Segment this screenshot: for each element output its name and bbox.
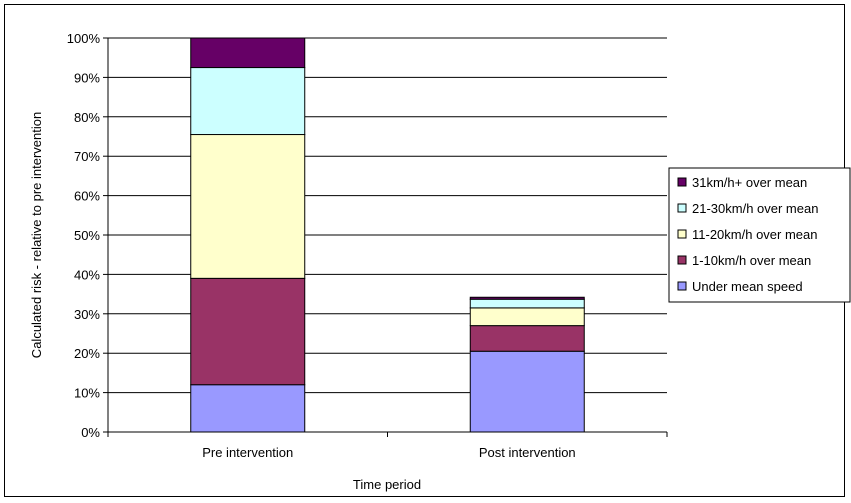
- legend-label: 1-10km/h over mean: [692, 253, 811, 268]
- y-tick-label: 50%: [74, 228, 100, 243]
- y-tick-label: 10%: [74, 386, 100, 401]
- y-tick-label: 80%: [74, 110, 100, 125]
- legend-swatch: [677, 177, 687, 187]
- bar-segment: [469, 307, 585, 327]
- legend-swatch: [677, 255, 687, 265]
- axes: 0% 10% 20% 30% 40% 50% 60% 70% 80% 90% 100% Pre int…: [67, 31, 668, 460]
- x-axis-title: Time period: [353, 477, 421, 492]
- y-tick-label: 40%: [74, 267, 100, 282]
- y-tick-label: 30%: [74, 307, 100, 322]
- bar-segment: [190, 37, 306, 69]
- legend-swatch: [677, 203, 687, 213]
- bar-segment: [190, 384, 306, 433]
- bar-segment: [190, 134, 306, 279]
- legend-swatch: [677, 229, 687, 239]
- bar-segment: [469, 325, 585, 352]
- y-tick-label: 90%: [74, 70, 100, 85]
- legend: 31km/h+ over mean 21-30km/h over mean 11-2…: [668, 167, 851, 303]
- legend-swatch: [677, 281, 687, 291]
- bar-segment: [469, 350, 585, 433]
- x-tick-label: Pre intervention: [202, 445, 293, 460]
- legend-box: [668, 167, 851, 303]
- y-tick-label: 20%: [74, 346, 100, 361]
- y-tick-label: 60%: [74, 189, 100, 204]
- bar-segment: [190, 67, 306, 136]
- legend-label: Under mean speed: [692, 279, 803, 294]
- y-tick-label: 100%: [67, 31, 101, 46]
- legend-label: 31km/h+ over mean: [692, 175, 807, 190]
- y-tick-label: 70%: [74, 149, 100, 164]
- y-axis-title: Calculated risk - relative to pre interv…: [29, 112, 44, 358]
- y-tick-label: 0%: [81, 425, 100, 440]
- legend-label: 21-30km/h over mean: [692, 201, 818, 216]
- bar-segment: [469, 296, 585, 300]
- bars: [190, 37, 585, 433]
- bar-segment: [190, 277, 306, 386]
- x-tick-label: Post intervention: [479, 445, 576, 460]
- bar-segment: [469, 298, 585, 309]
- legend-label: 11-20km/h over mean: [692, 227, 818, 242]
